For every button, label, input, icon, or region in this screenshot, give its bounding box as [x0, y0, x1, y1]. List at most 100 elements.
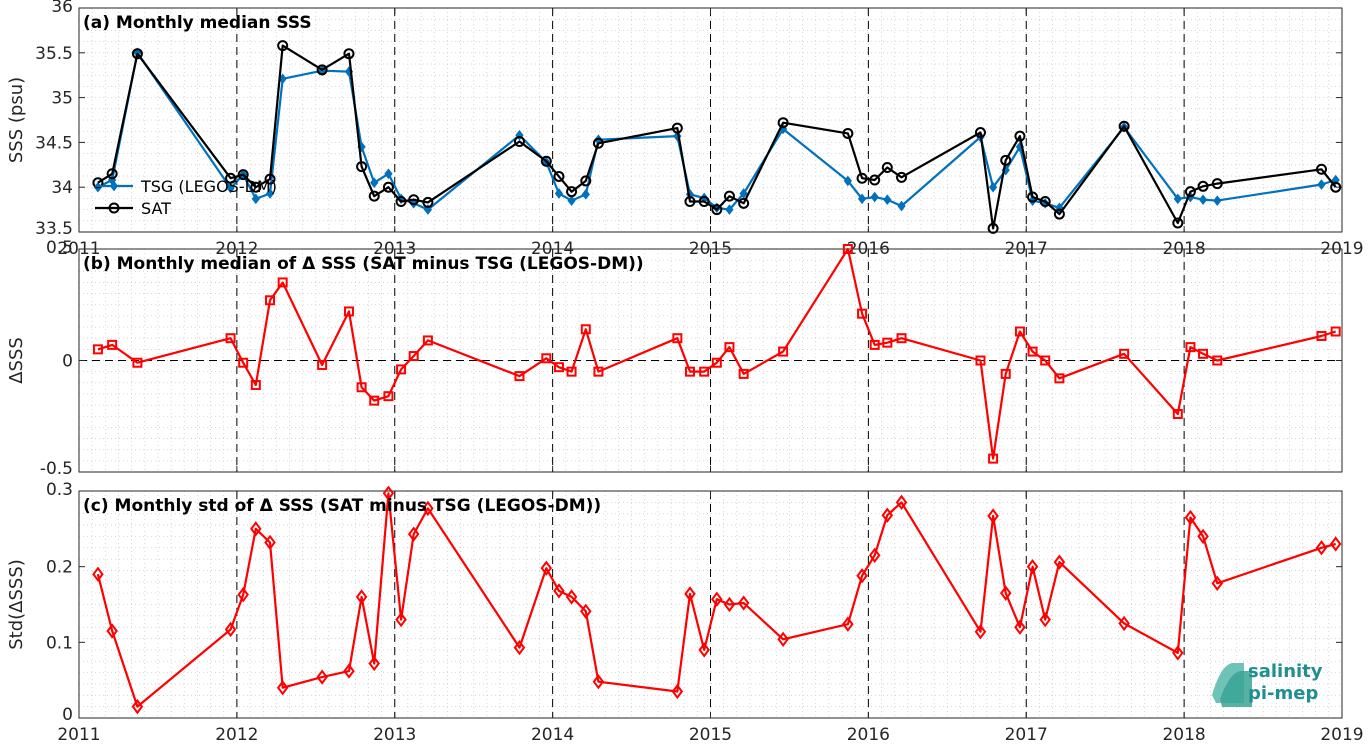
data-point [777, 631, 789, 647]
data-point [317, 359, 328, 370]
data-point [1172, 645, 1184, 661]
data-point [1026, 559, 1039, 575]
x-tick-label: 2015 [689, 725, 732, 745]
data-point [92, 566, 104, 582]
logo-line-2: pi-mep [1248, 683, 1318, 704]
data-point [554, 188, 564, 199]
data-point [1184, 509, 1197, 526]
data-point [684, 586, 696, 602]
data-point [881, 507, 894, 523]
data-point [698, 196, 710, 208]
data-point [842, 127, 854, 139]
data-point [895, 494, 908, 511]
series-line [96, 492, 1336, 708]
logo: salinity pi-mep [1212, 661, 1323, 707]
data-point [1054, 373, 1065, 384]
data-point [723, 596, 736, 613]
data-point [513, 639, 526, 656]
data-point [250, 380, 261, 391]
data-point [897, 200, 906, 212]
y-tick-label: 33.5 [35, 219, 73, 239]
data-point [1315, 540, 1328, 556]
data-point [1198, 348, 1209, 359]
y-tick-label: 0 [62, 352, 73, 372]
data-point [225, 172, 237, 184]
data-point [368, 655, 380, 672]
data-point [1316, 330, 1327, 341]
data-point [856, 172, 868, 184]
data-point [1330, 326, 1341, 337]
data-point [132, 357, 143, 368]
data-point [343, 306, 354, 317]
data-point [1053, 554, 1066, 570]
data-point [580, 324, 591, 335]
data-point [368, 190, 380, 202]
data-point [540, 155, 552, 167]
data-point [1014, 619, 1026, 635]
data-point [384, 168, 393, 180]
data-point [540, 560, 553, 576]
data-point [265, 188, 275, 199]
data-point [131, 48, 143, 60]
x-tick-label: 2013 [373, 725, 416, 745]
data-point [1315, 163, 1327, 175]
data-point [553, 362, 564, 373]
data-point [250, 181, 262, 193]
legend: TSG (LEGOS-DM) SAT [95, 177, 277, 218]
y-tick-label: 36 [51, 0, 73, 17]
data-point [999, 585, 1012, 601]
data-point [725, 204, 734, 215]
y-axis-label: ΔSSS [6, 337, 27, 384]
data-point [580, 175, 592, 187]
data-point [408, 351, 419, 362]
data-point [843, 175, 852, 187]
x-tick-label: 2011 [57, 725, 100, 745]
data-point [383, 391, 394, 402]
panel-title: (a) Monthly median SSS [83, 13, 312, 33]
series-line [97, 247, 1337, 460]
y-tick-label: 34.5 [35, 133, 73, 153]
data-point [975, 355, 986, 366]
data-point [1185, 342, 1196, 353]
data-point [369, 395, 380, 406]
data-point [1184, 186, 1196, 198]
logo-wave-icon-2 [1220, 671, 1252, 707]
data-point [422, 196, 434, 208]
data-point [565, 589, 578, 605]
data-point [869, 174, 881, 186]
data-point [738, 368, 749, 379]
data-point [356, 382, 367, 393]
x-tick-label: 2018 [1162, 725, 1205, 745]
data-point [592, 674, 605, 690]
data-point [513, 136, 525, 148]
data-point [883, 194, 892, 206]
x-tick-label: 2017 [1005, 725, 1048, 745]
y-tick-label: 0.2 [46, 558, 73, 578]
data-point [106, 623, 118, 639]
data-point [226, 182, 235, 194]
data-point [778, 346, 789, 357]
data-point [225, 333, 236, 344]
data-point [224, 621, 237, 638]
legend-marker [109, 180, 119, 192]
data-point [1000, 154, 1012, 166]
data-point [711, 591, 723, 607]
data-point [1212, 355, 1223, 366]
data-point [856, 568, 868, 584]
panel-1: 33.53434.53535.5362011201220132014201520… [6, 0, 1364, 259]
data-point [264, 173, 276, 185]
data-point [1172, 409, 1183, 420]
legend-entry: TSG (LEGOS-DM) [140, 177, 277, 196]
data-point [870, 191, 879, 203]
data-point [723, 190, 735, 202]
panel-3: 0 0.1 0.2 0.3 2011 2012 2013 2014 2015 2016 2017 20… [6, 480, 1364, 745]
data-point [1014, 326, 1025, 337]
x-tick-label: 2014 [531, 725, 574, 745]
data-point [868, 547, 881, 563]
data-point [1040, 355, 1051, 366]
data-point [1330, 181, 1342, 193]
data-point [567, 195, 576, 206]
data-point [92, 344, 103, 355]
data-point [356, 161, 368, 173]
